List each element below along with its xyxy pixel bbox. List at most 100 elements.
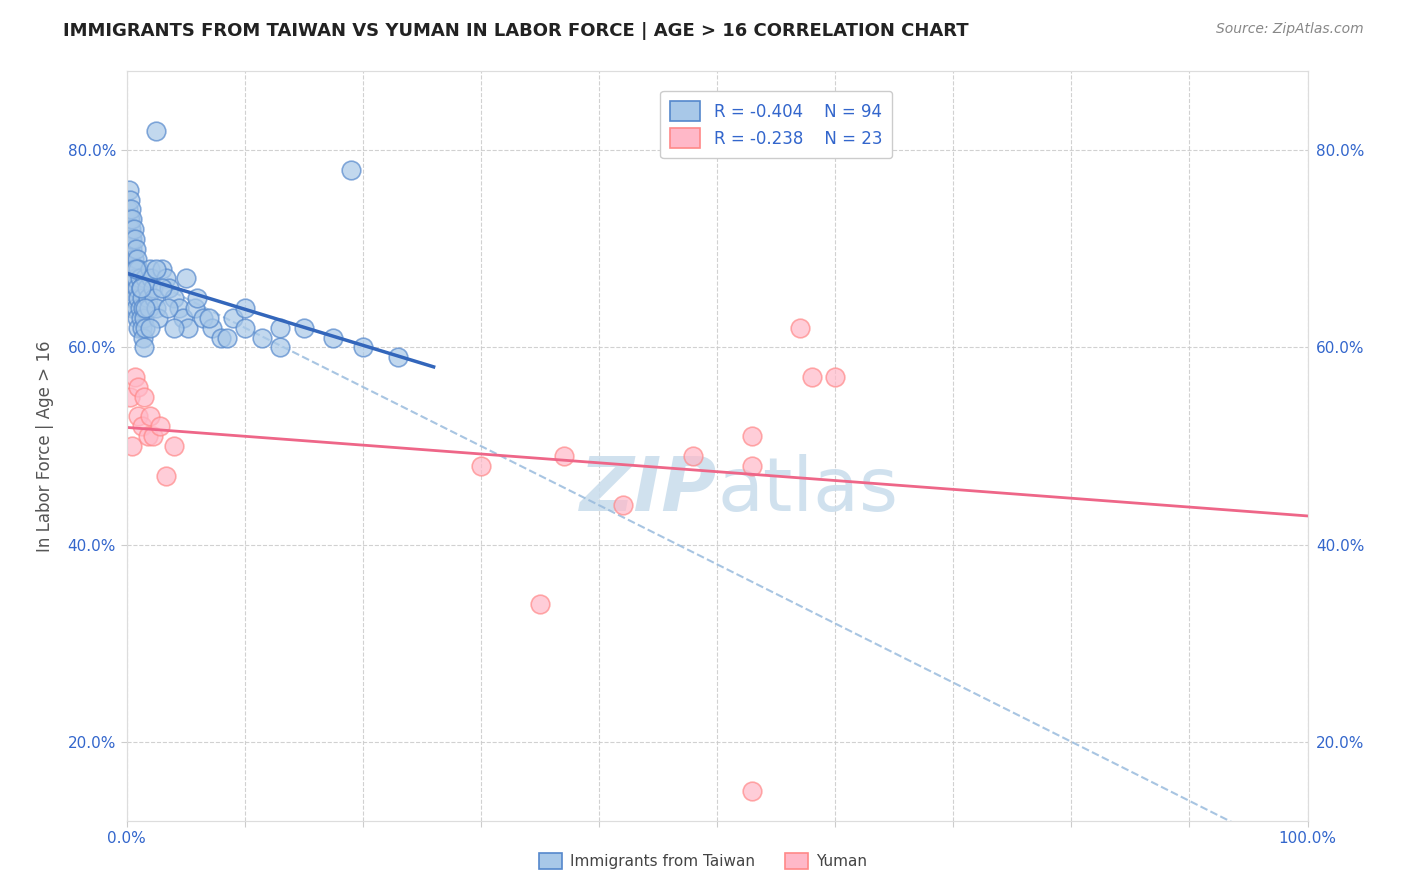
Text: IMMIGRANTS FROM TAIWAN VS YUMAN IN LABOR FORCE | AGE > 16 CORRELATION CHART: IMMIGRANTS FROM TAIWAN VS YUMAN IN LABOR… xyxy=(63,22,969,40)
Point xyxy=(127,252,149,266)
Point xyxy=(612,498,634,512)
Point xyxy=(127,320,149,334)
Point xyxy=(141,271,163,285)
Point xyxy=(122,252,145,266)
Point xyxy=(387,351,409,365)
Point xyxy=(134,320,156,334)
Point xyxy=(163,320,186,334)
Text: ZIP: ZIP xyxy=(579,454,717,527)
Point xyxy=(141,429,163,443)
Point xyxy=(139,320,162,334)
Point xyxy=(127,409,149,424)
Point xyxy=(269,340,291,354)
Point xyxy=(120,261,142,276)
Point xyxy=(233,301,256,315)
Point xyxy=(145,123,167,137)
Point xyxy=(177,320,200,334)
Point xyxy=(134,310,156,325)
Point xyxy=(134,340,156,354)
Point xyxy=(156,301,179,315)
Point xyxy=(215,330,238,344)
Point xyxy=(150,261,173,276)
Point xyxy=(122,222,145,236)
Point xyxy=(118,242,141,256)
Point xyxy=(741,458,763,473)
Point xyxy=(128,271,150,285)
Point xyxy=(340,163,363,178)
Point xyxy=(120,222,142,236)
Point xyxy=(529,597,551,611)
Point xyxy=(252,330,274,344)
Point xyxy=(145,301,167,315)
Point xyxy=(167,301,190,315)
Point xyxy=(125,301,148,315)
Point xyxy=(120,252,142,266)
Point xyxy=(121,212,143,227)
Point xyxy=(150,281,173,295)
Point xyxy=(470,458,492,473)
Point xyxy=(124,370,146,384)
Point xyxy=(127,261,149,276)
Y-axis label: In Labor Force | Age > 16: In Labor Force | Age > 16 xyxy=(35,340,53,552)
Point xyxy=(138,301,160,315)
Point xyxy=(136,291,159,305)
Point xyxy=(127,310,149,325)
Point xyxy=(139,409,162,424)
Point xyxy=(131,419,153,434)
Point xyxy=(134,271,156,285)
Legend: R = -0.404    N = 94, R = -0.238    N = 23: R = -0.404 N = 94, R = -0.238 N = 23 xyxy=(661,91,891,158)
Point xyxy=(174,271,197,285)
Point xyxy=(125,242,148,256)
Point xyxy=(132,330,155,344)
Point xyxy=(222,310,245,325)
Point xyxy=(131,320,153,334)
Point xyxy=(121,301,143,315)
Point xyxy=(131,291,153,305)
Point xyxy=(682,449,704,463)
Point xyxy=(120,193,142,207)
Point xyxy=(124,261,146,276)
Point xyxy=(127,281,149,295)
Point xyxy=(163,291,186,305)
Point xyxy=(117,261,139,276)
Point xyxy=(155,468,177,483)
Point xyxy=(122,261,145,276)
Point xyxy=(121,439,143,453)
Point xyxy=(155,271,177,285)
Point xyxy=(741,784,763,798)
Point xyxy=(120,212,142,227)
Point xyxy=(233,320,256,334)
Point xyxy=(120,281,142,295)
Point xyxy=(120,232,142,246)
Point xyxy=(157,281,180,295)
Point xyxy=(198,310,221,325)
Text: Source: ZipAtlas.com: Source: ZipAtlas.com xyxy=(1216,22,1364,37)
Point xyxy=(789,320,811,334)
Point xyxy=(209,330,232,344)
Point xyxy=(124,232,146,246)
Point xyxy=(145,261,167,276)
Point xyxy=(149,419,172,434)
Point xyxy=(184,301,207,315)
Point xyxy=(741,429,763,443)
Point xyxy=(322,330,344,344)
Point xyxy=(120,291,142,305)
Point xyxy=(134,390,156,404)
Point xyxy=(120,222,142,236)
Point xyxy=(121,271,143,285)
Point xyxy=(128,301,150,315)
Text: atlas: atlas xyxy=(717,454,898,527)
Point xyxy=(122,281,145,295)
Point xyxy=(142,291,165,305)
Point xyxy=(124,291,146,305)
Point xyxy=(800,370,823,384)
Point xyxy=(129,281,152,295)
Point xyxy=(292,320,315,334)
Point xyxy=(134,301,156,315)
Point xyxy=(117,202,139,217)
Point xyxy=(117,232,139,246)
Point xyxy=(136,429,159,443)
Point xyxy=(269,320,291,334)
Point xyxy=(129,281,152,295)
Point xyxy=(124,271,146,285)
